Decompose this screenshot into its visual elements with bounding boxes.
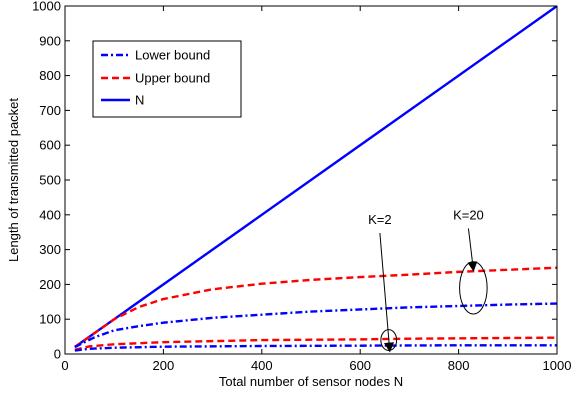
x-tick-label: 800 bbox=[448, 358, 470, 373]
annotation-arrow-k2 bbox=[379, 232, 395, 353]
legend-entry-lower-bound: Lower bound bbox=[101, 48, 210, 63]
legend-label-n: N bbox=[135, 93, 144, 108]
x-tick-label: 600 bbox=[349, 358, 371, 373]
x-tick-label: 0 bbox=[61, 358, 68, 373]
y-tick-label: 700 bbox=[39, 103, 61, 118]
y-tick-label: 300 bbox=[39, 242, 61, 257]
annotation-label-k20: K=20 bbox=[453, 207, 484, 222]
series-line-lower-bound-k20 bbox=[74, 302, 557, 349]
y-tick-label: 600 bbox=[39, 138, 61, 153]
y-tick-label: 1000 bbox=[32, 0, 61, 14]
y-tick-label: 100 bbox=[39, 312, 61, 327]
annotation-arrow-k20 bbox=[467, 228, 478, 272]
y-tick-label: 0 bbox=[54, 347, 61, 362]
series-line-upper-bound-k20 bbox=[74, 266, 557, 349]
y-tick-label: 400 bbox=[39, 207, 61, 222]
series-line-lower-bound-k2 bbox=[74, 344, 557, 352]
annotation-label-k2: K=2 bbox=[368, 212, 392, 227]
x-tick-label: 200 bbox=[153, 358, 175, 373]
legend-label-lower-bound: Lower bound bbox=[135, 48, 210, 63]
legend-entry-n: N bbox=[101, 93, 144, 108]
y-axis-label: Length of transmitted packet bbox=[6, 98, 21, 262]
legend-entry-upper-bound: Upper bound bbox=[101, 71, 210, 86]
x-tick-label: 1000 bbox=[543, 358, 572, 373]
legend-label-upper-bound: Upper bound bbox=[135, 71, 210, 86]
y-tick-label: 500 bbox=[39, 173, 61, 188]
x-tick-label: 400 bbox=[251, 358, 273, 373]
y-tick-label: 800 bbox=[39, 68, 61, 83]
y-tick-label: 900 bbox=[39, 33, 61, 48]
x-axis-label: Total number of sensor nodes N bbox=[219, 374, 403, 389]
y-tick-label: 200 bbox=[39, 277, 61, 292]
series-line-n bbox=[74, 6, 557, 349]
series-line-upper-bound-k2 bbox=[74, 336, 557, 351]
legend: Lower bound Upper bound N bbox=[92, 40, 242, 118]
